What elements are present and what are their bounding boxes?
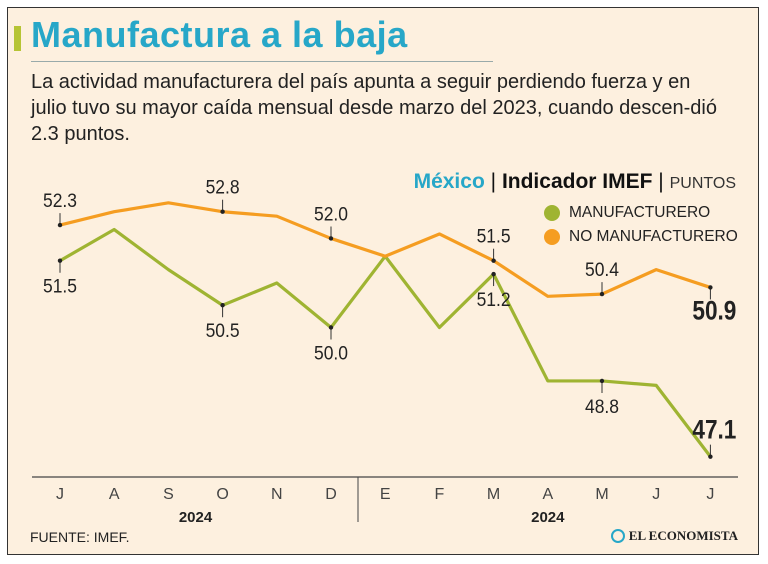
x-tick-label: J <box>56 486 64 503</box>
brand-logo: EL ECONOMISTA <box>610 528 738 544</box>
x-tick-label: M <box>595 486 608 503</box>
x-tick-label: F <box>435 486 445 503</box>
x-tick-label: J <box>706 486 714 503</box>
title-divider <box>31 61 493 62</box>
data-point-manufacturero <box>328 325 334 330</box>
legend-label-manufacturero: MANUFACTURERO <box>569 204 711 221</box>
legend-separator-2: | <box>658 170 664 193</box>
x-tick-label: S <box>163 486 174 503</box>
data-point-manufacturero <box>599 378 605 384</box>
legend-header: México | Indicador IMEF | PUNTOS <box>414 170 736 194</box>
data-point-no-manufacturero <box>599 291 605 297</box>
x-tick-label: J <box>652 486 660 503</box>
x-tick-label: M <box>487 486 500 503</box>
data-point-manufacturero <box>220 303 225 308</box>
data-label-no-manufacturero: 51.5 <box>477 227 511 248</box>
year-label: 2024 <box>531 509 565 526</box>
legend-country: México <box>413 170 485 193</box>
legend-item-manufacturero: MANUFACTURERO <box>544 201 738 225</box>
x-tick-label: A <box>109 486 120 503</box>
data-label-manufacturero: 47.1 <box>692 415 736 445</box>
data-point-manufacturero <box>491 271 496 277</box>
chart-title: Manufactura a la baja <box>31 14 408 55</box>
data-label-no-manufacturero: 52.3 <box>43 191 77 212</box>
legend-separator: | <box>490 170 497 193</box>
data-point-manufacturero <box>708 454 713 459</box>
brand-icon <box>610 529 625 543</box>
series-line-no-manufacturero <box>58 201 713 298</box>
year-label: 2024 <box>179 509 213 526</box>
title-accent-bar <box>14 26 21 51</box>
data-label-no-manufacturero: 50.9 <box>692 295 736 325</box>
data-point-no-manufacturero <box>328 236 334 241</box>
x-tick-label: N <box>271 486 283 503</box>
chart-subtitle: La actividad manufacturera del país apun… <box>31 71 717 145</box>
x-tick-label: O <box>216 486 228 503</box>
data-point-manufacturero <box>57 258 63 263</box>
legend-label-no-manufacturero: NO MANUFACTURERO <box>569 228 738 245</box>
legend-dot-manufacturero <box>544 205 560 221</box>
legend-units: PUNTOS <box>669 175 736 192</box>
data-point-no-manufacturero <box>220 209 225 214</box>
legend-dot-no-manufacturero <box>544 229 560 245</box>
brand-name: EL ECONOMISTA <box>628 528 738 543</box>
source-note: FUENTE: IMEF. <box>30 529 130 545</box>
data-label-manufacturero: 48.8 <box>585 397 619 418</box>
data-point-no-manufacturero <box>57 222 63 228</box>
data-label-no-manufacturero: 52.8 <box>206 178 240 199</box>
data-label-manufacturero: 51.2 <box>477 290 511 311</box>
legend-item-no-manufacturero: NO MANUFACTURERO <box>544 225 738 249</box>
data-point-no-manufacturero <box>708 285 713 290</box>
x-tick-label: A <box>542 486 553 503</box>
data-label-no-manufacturero: 52.0 <box>314 204 348 225</box>
x-tick-label: E <box>380 486 391 503</box>
legend-indicator: Indicador IMEF <box>501 170 653 193</box>
data-label-manufacturero: 51.5 <box>43 277 77 298</box>
data-label-manufacturero: 50.5 <box>206 321 240 342</box>
data-point-no-manufacturero <box>491 258 496 263</box>
data-label-no-manufacturero: 50.4 <box>585 260 619 281</box>
data-label-manufacturero: 50.0 <box>314 344 348 365</box>
x-tick-label: D <box>325 486 337 503</box>
legend: MANUFACTURERO NO MANUFACTURERO <box>544 201 738 249</box>
